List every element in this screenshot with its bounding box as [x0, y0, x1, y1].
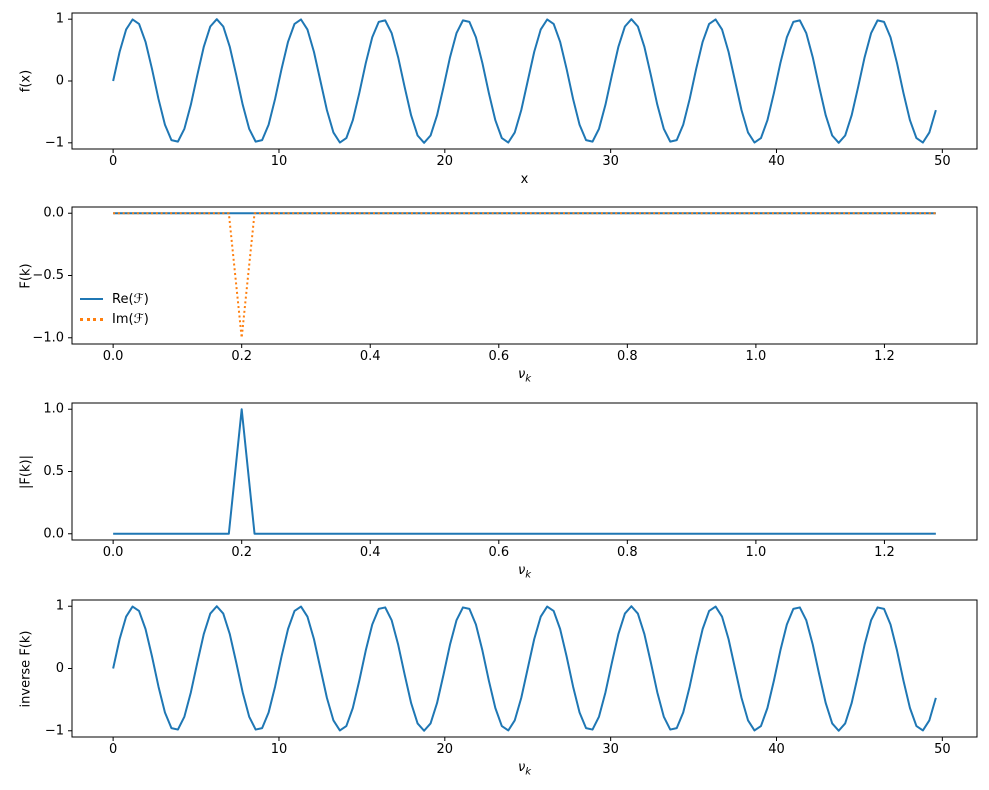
plot4-x-tick-label: 10: [271, 742, 288, 757]
plot2-x-tick-label: 0.2: [231, 349, 252, 364]
plot4-x-tick-label: 20: [437, 742, 454, 757]
plot2-x-tick-label: 0.6: [488, 349, 509, 364]
plot1-x-tick-label: 10: [271, 154, 288, 169]
plot4-axes-spines: [71, 599, 978, 738]
plot2-legend: Re(ℱ) Im(ℱ): [80, 291, 149, 327]
plot4-x-tick-label: 40: [768, 742, 785, 757]
plot3-series-1-line: [113, 408, 936, 535]
legend-dotted-line-sample: [80, 317, 103, 321]
plot1-y-tick-label: 0: [56, 74, 64, 89]
plot4-y-axis-label: inverse F(k): [14, 600, 38, 737]
plot2-y-axis-label: F(k): [14, 207, 38, 344]
plot3-x-tick-label: 0.8: [617, 545, 638, 560]
plot1-y-axis-label: f(x): [14, 13, 38, 149]
plot2-x-tick-label: 1.0: [746, 349, 767, 364]
plot2-y-axis-label-text: F(k): [18, 262, 34, 289]
legend-entry-re: Re(ℱ): [80, 291, 149, 307]
plot1-x-tick-label: 0: [109, 154, 117, 169]
plot3-x-tick-label: 1.2: [874, 545, 895, 560]
plot2-y-tick-label: 0.0: [43, 206, 64, 221]
plot3-x-tick-label: 1.0: [746, 545, 767, 560]
plot3-x-axis-label: νk: [72, 563, 977, 583]
plot1-x-tick-label: 50: [934, 154, 951, 169]
plot3-x-tick-label: 0.2: [231, 545, 252, 560]
plot4-x-axis-label-subscript: k: [525, 766, 532, 778]
plot4-x-tick-label: 30: [602, 742, 619, 757]
plot3-y-tick-label: 0.0: [43, 526, 64, 541]
plot2-series-2-line: [113, 212, 936, 339]
plot2-y-tick-label: −0.5: [32, 268, 64, 283]
plot1-x-tick-label: 40: [768, 154, 785, 169]
plot1-axes-spines: [71, 12, 978, 150]
plot3-x-tick-label: 0.0: [103, 545, 124, 560]
plot2-x-axis-label: νk: [72, 367, 977, 387]
legend-entry-im: Im(ℱ): [80, 311, 149, 327]
plot2-x-tick-label: 0.8: [617, 349, 638, 364]
plot1-y-axis-label-text: f(x): [18, 69, 34, 93]
plot2-y-tick-label: −1.0: [32, 330, 64, 345]
plot3-x-tick-label: 0.6: [488, 545, 509, 560]
plot4-y-tick-label: 0: [56, 661, 64, 676]
plot4-y-tick-label: 1: [56, 599, 64, 614]
plot3-y-axis-label: |F(k)|: [14, 403, 38, 540]
plot4-y-axis-label-text: inverse F(k): [18, 630, 34, 707]
legend-label-im: Im(ℱ): [112, 311, 149, 327]
plot1-x-tick-label: 20: [437, 154, 454, 169]
plot2-axes-spines: [71, 206, 978, 345]
plot2-x-tick-label: 0.0: [103, 349, 124, 364]
plot2-x-tick-label: 0.4: [360, 349, 381, 364]
plot2-x-axis-label-text: ν: [517, 367, 526, 382]
plot2-x-axis-label-subscript: k: [525, 373, 532, 385]
plot4-x-axis-label: νk: [72, 760, 977, 780]
plot1-y-tick-label: −1: [45, 135, 64, 150]
plot3-y-tick-label: 1.0: [43, 402, 64, 417]
plot3-x-tick-label: 0.4: [360, 545, 381, 560]
plot4-x-tick-label: 0: [109, 742, 117, 757]
plot4-x-tick-label: 50: [934, 742, 951, 757]
legend-solid-line-sample: [80, 298, 103, 300]
plot1-y-tick-label: 1: [56, 12, 64, 27]
plot1-series-1-line: [112, 18, 937, 144]
plot3-x-axis-label-subscript: k: [525, 569, 532, 581]
plot3-y-tick-label: 0.5: [43, 464, 64, 479]
plot2-x-tick-label: 1.2: [874, 349, 895, 364]
plot4-x-axis-label-text: ν: [517, 760, 526, 775]
plot1-x-axis-label-text: x: [520, 172, 529, 187]
plot4-y-tick-label: −1: [45, 723, 64, 738]
plot3-x-axis-label-text: ν: [517, 563, 526, 578]
plot3-axes-spines: [71, 402, 978, 541]
plot3-y-axis-label-text: |F(k)|: [18, 454, 34, 489]
plot1-x-axis-label: x: [72, 172, 977, 192]
plot4-series-1-line: [112, 605, 937, 732]
plot1-x-tick-label: 30: [602, 154, 619, 169]
legend-label-re: Re(ℱ): [112, 291, 149, 307]
